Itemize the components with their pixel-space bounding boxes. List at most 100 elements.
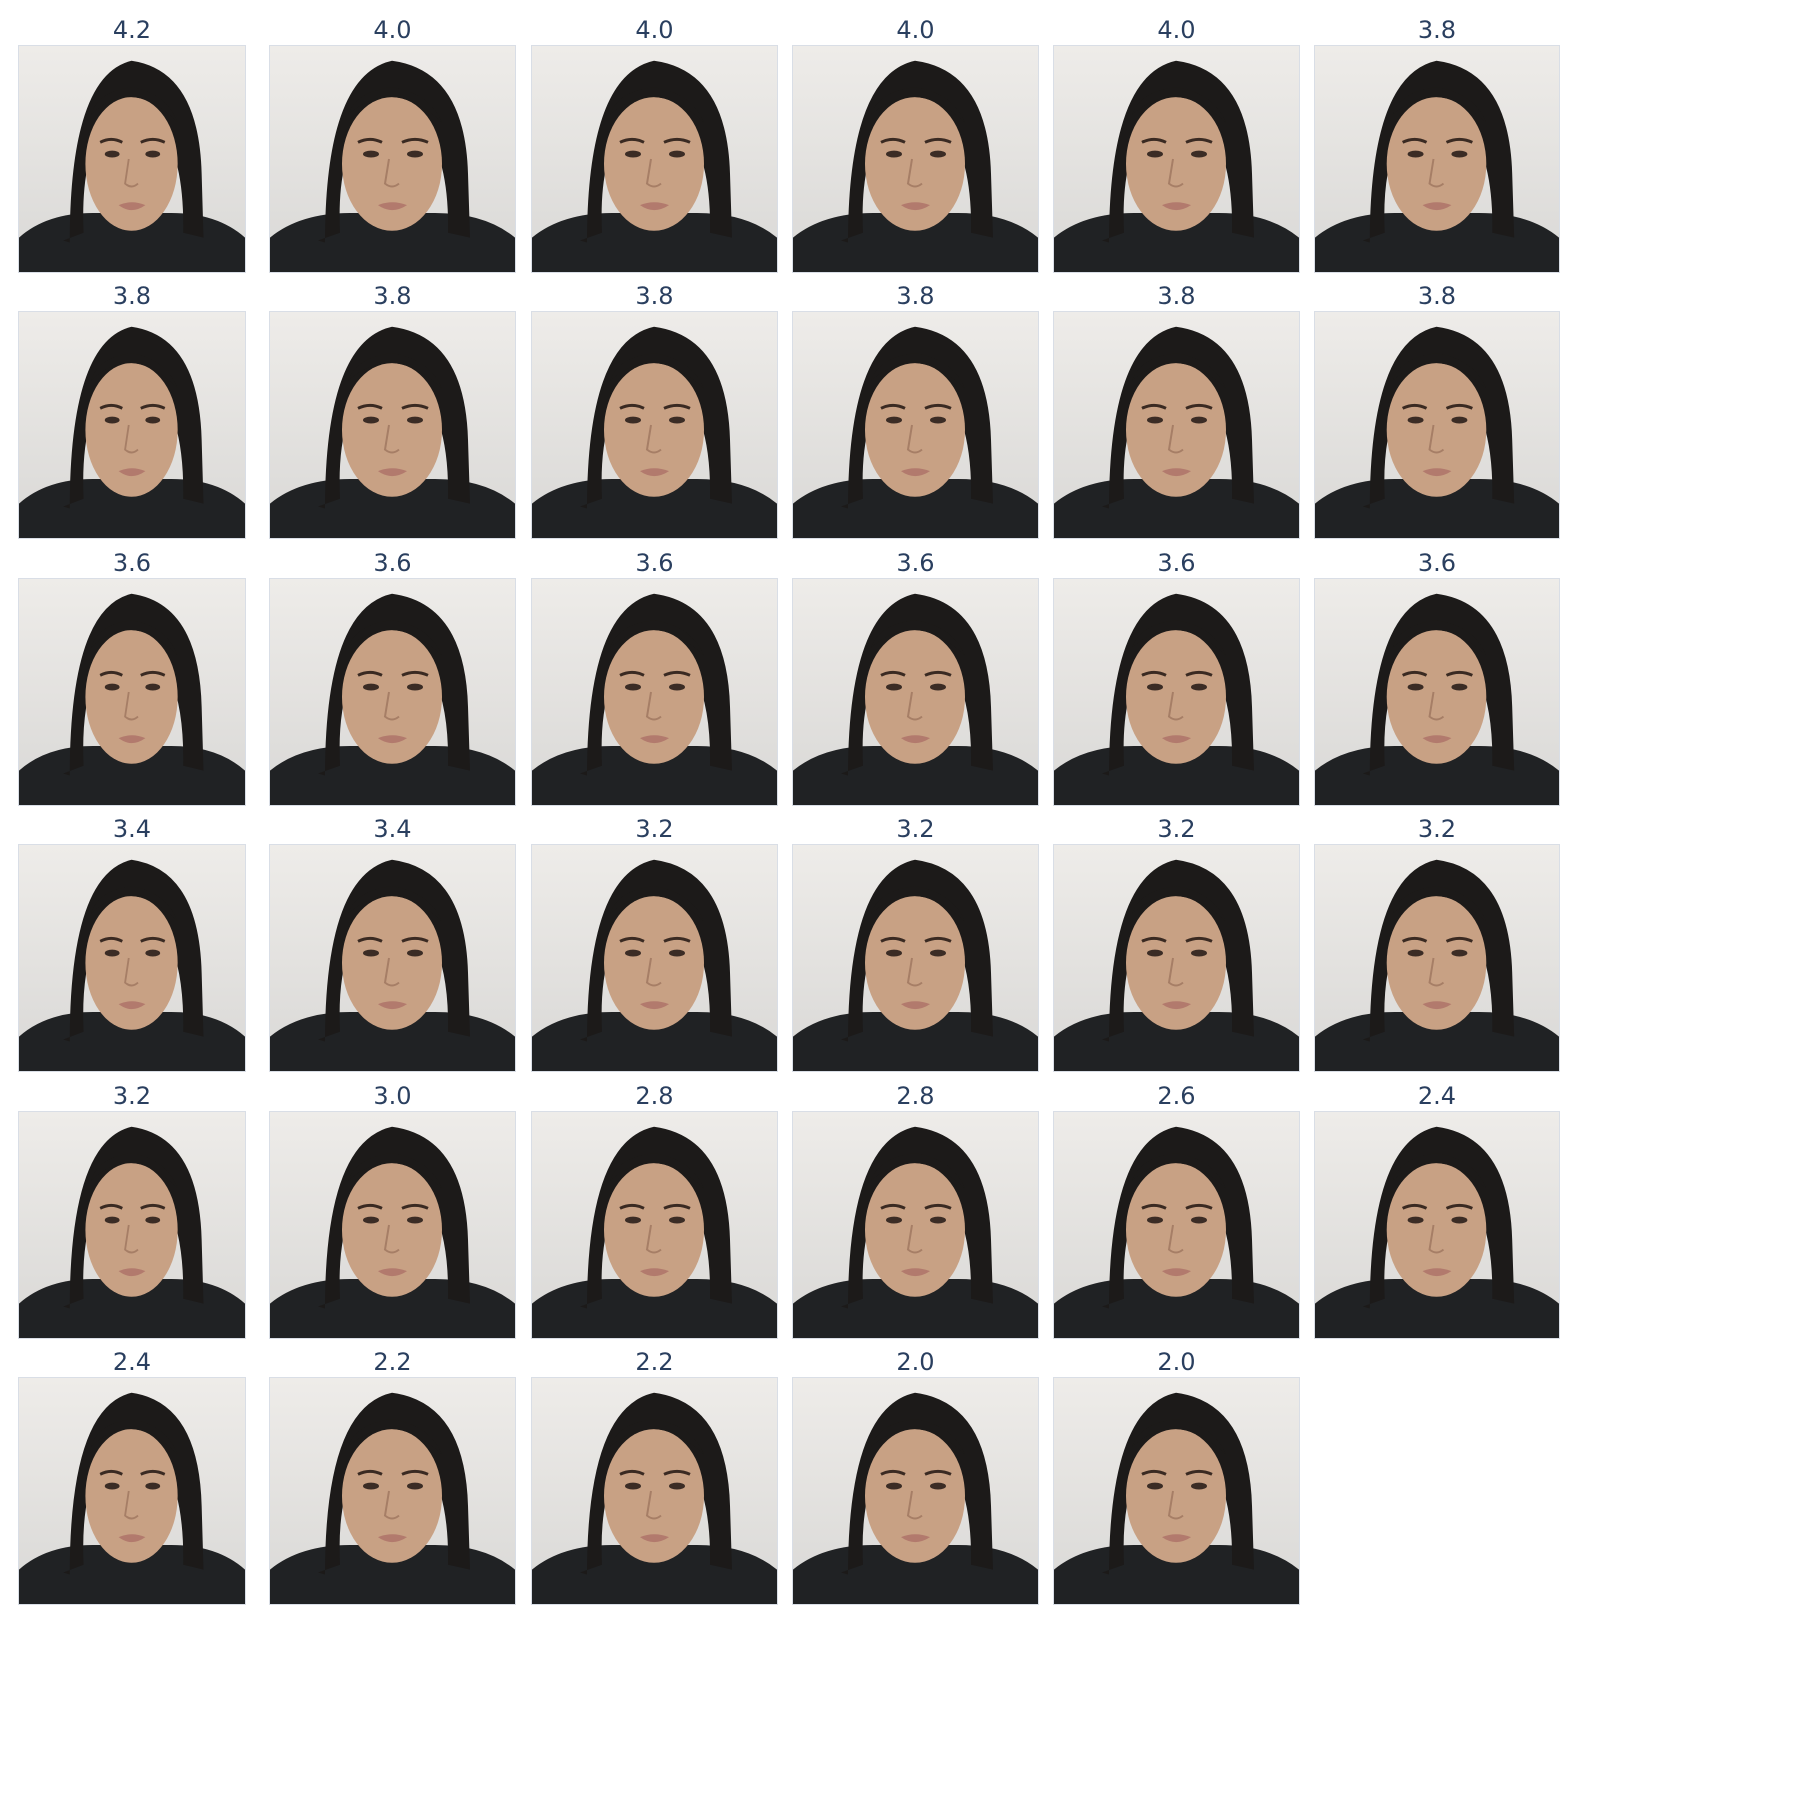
grid-cell-12: 3.8 xyxy=(1314,281,1560,539)
grid-cell-30: 2.4 xyxy=(1314,1081,1560,1339)
face-photo-icon xyxy=(270,1378,515,1604)
face-photo-icon xyxy=(270,579,515,805)
face-thumbnail xyxy=(792,844,1039,1072)
score-label: 4.0 xyxy=(373,16,412,44)
grid-cell-10: 3.8 xyxy=(792,281,1039,539)
grid-cell-17: 3.6 xyxy=(1053,548,1300,806)
face-thumbnail xyxy=(1053,844,1300,1072)
face-photo-icon xyxy=(1054,1378,1299,1604)
score-label: 3.8 xyxy=(1417,282,1457,310)
score-label: 3.2 xyxy=(112,1082,152,1110)
face-thumbnail xyxy=(531,45,778,273)
grid-cell-22: 3.2 xyxy=(792,814,1039,1072)
face-thumbnail xyxy=(531,311,778,539)
face-photo-icon xyxy=(19,1112,245,1338)
score-label: 3.8 xyxy=(1417,16,1457,44)
score-label: 2.8 xyxy=(635,1082,674,1110)
score-label: 2.2 xyxy=(635,1348,674,1376)
face-thumbnail xyxy=(792,1377,1039,1605)
grid-cell-23: 3.2 xyxy=(1053,814,1300,1072)
score-label: 4.0 xyxy=(635,16,674,44)
grid-cell-20: 3.4 xyxy=(269,814,516,1072)
face-thumbnail xyxy=(269,1377,516,1605)
face-thumbnail xyxy=(531,1377,778,1605)
face-thumbnail xyxy=(18,578,246,806)
face-photo-icon xyxy=(19,312,245,538)
grid-cell-14: 3.6 xyxy=(269,548,516,806)
face-photo-icon xyxy=(532,46,777,272)
score-label: 3.2 xyxy=(1417,815,1457,843)
grid-cell-31: 2.4 xyxy=(18,1347,246,1605)
face-thumbnail xyxy=(531,844,778,1072)
score-label: 3.6 xyxy=(896,549,935,577)
face-photo-icon xyxy=(1315,312,1559,538)
face-thumbnail xyxy=(1314,844,1560,1072)
face-photo-icon xyxy=(532,312,777,538)
face-thumbnail xyxy=(792,45,1039,273)
grid-cell-34: 2.0 xyxy=(792,1347,1039,1605)
face-photo-icon xyxy=(19,1378,245,1604)
score-label: 3.4 xyxy=(373,815,412,843)
grid-cell-25: 3.2 xyxy=(18,1081,246,1339)
face-thumbnail xyxy=(531,1111,778,1339)
face-photo-icon xyxy=(793,845,1038,1071)
score-label: 3.8 xyxy=(112,282,152,310)
grid-cell-4: 4.0 xyxy=(792,15,1039,273)
face-photo-icon xyxy=(1315,845,1559,1071)
face-photo-icon xyxy=(1054,46,1299,272)
score-label: 3.8 xyxy=(896,282,935,310)
face-thumbnail xyxy=(1053,311,1300,539)
face-thumbnail xyxy=(1314,45,1560,273)
grid-cell-27: 2.8 xyxy=(531,1081,778,1339)
score-label: 3.8 xyxy=(1157,282,1196,310)
face-photo-icon xyxy=(532,845,777,1071)
face-photo-icon xyxy=(532,1378,777,1604)
face-photo-icon xyxy=(793,1378,1038,1604)
score-label: 2.8 xyxy=(896,1082,935,1110)
face-photo-icon xyxy=(1315,579,1559,805)
face-photo-icon xyxy=(270,46,515,272)
score-label: 3.0 xyxy=(373,1082,412,1110)
grid-cell-16: 3.6 xyxy=(792,548,1039,806)
face-thumbnail xyxy=(18,844,246,1072)
face-photo-icon xyxy=(1315,1112,1559,1338)
face-photo-icon xyxy=(1054,1112,1299,1338)
face-thumbnail xyxy=(269,311,516,539)
face-thumbnail xyxy=(1053,1377,1300,1605)
face-photo-icon xyxy=(793,46,1038,272)
score-label: 3.8 xyxy=(373,282,412,310)
face-thumbnail xyxy=(1053,578,1300,806)
face-photo-icon xyxy=(1054,579,1299,805)
face-photo-icon xyxy=(1315,46,1559,272)
score-label: 3.6 xyxy=(1157,549,1196,577)
score-label: 4.0 xyxy=(896,16,935,44)
grid-cell-15: 3.6 xyxy=(531,548,778,806)
grid-cell-7: 3.8 xyxy=(18,281,246,539)
score-label: 2.6 xyxy=(1157,1082,1196,1110)
face-thumbnail xyxy=(269,844,516,1072)
score-label: 3.6 xyxy=(373,549,412,577)
grid-cell-19: 3.4 xyxy=(18,814,246,1072)
face-thumbnail xyxy=(792,311,1039,539)
score-label: 3.2 xyxy=(896,815,935,843)
score-label: 2.0 xyxy=(896,1348,935,1376)
score-label: 2.0 xyxy=(1157,1348,1196,1376)
score-label: 3.2 xyxy=(1157,815,1196,843)
face-thumbnail xyxy=(18,1111,246,1339)
score-label: 2.4 xyxy=(1417,1082,1457,1110)
face-thumbnail xyxy=(18,1377,246,1605)
face-photo-icon xyxy=(19,845,245,1071)
grid-cell-26: 3.0 xyxy=(269,1081,516,1339)
grid-cell-18: 3.6 xyxy=(1314,548,1560,806)
score-label: 3.6 xyxy=(1417,549,1457,577)
face-thumbnail xyxy=(1314,578,1560,806)
face-thumbnail xyxy=(18,311,246,539)
grid-cell-29: 2.6 xyxy=(1053,1081,1300,1339)
grid-cell-11: 3.8 xyxy=(1053,281,1300,539)
score-label: 3.2 xyxy=(635,815,674,843)
score-label: 2.2 xyxy=(373,1348,412,1376)
grid-cell-32: 2.2 xyxy=(269,1347,516,1605)
grid-cell-6: 3.8 xyxy=(1314,15,1560,273)
face-photo-icon xyxy=(793,312,1038,538)
score-label: 3.8 xyxy=(635,282,674,310)
